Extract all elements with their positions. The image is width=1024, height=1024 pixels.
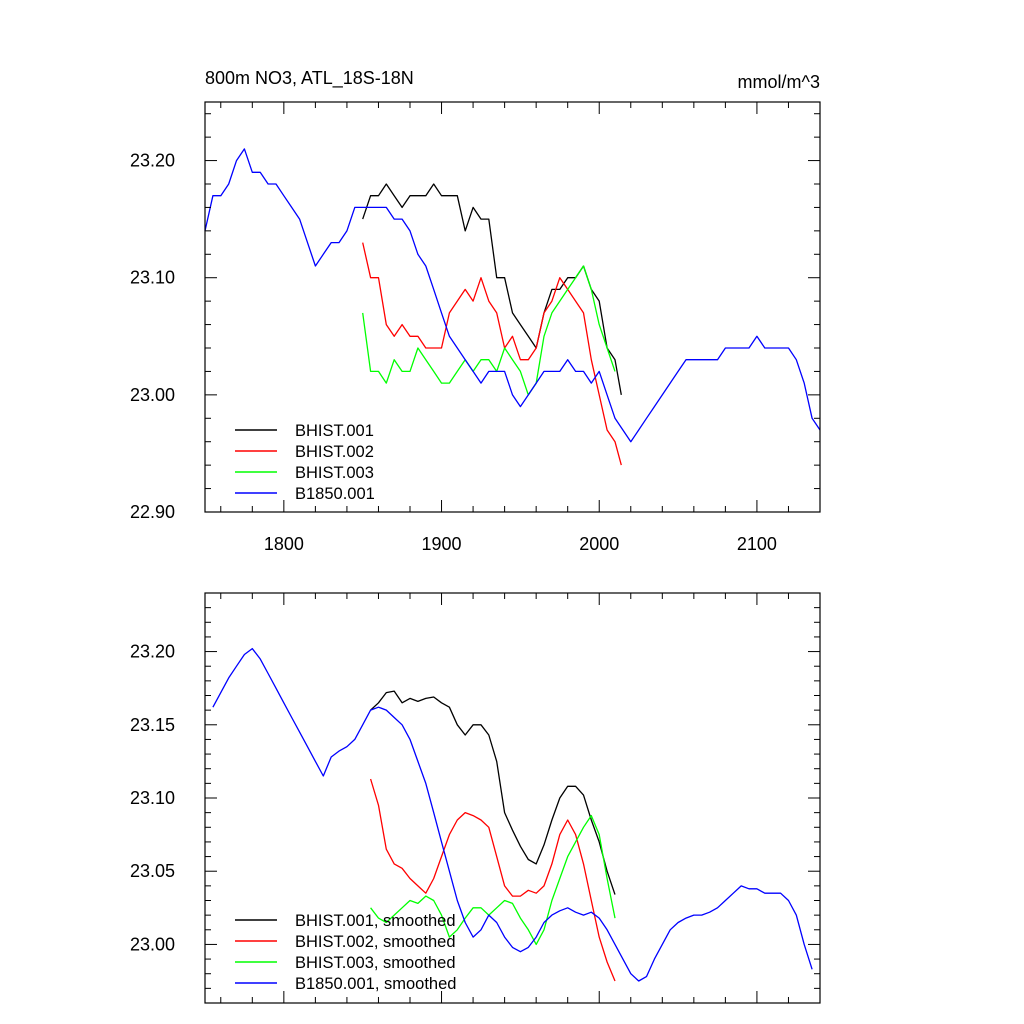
series-line — [362, 183, 622, 396]
legend-label: BHIST.003, smoothed — [295, 954, 456, 972]
y-tick-label: 23.20 — [130, 151, 175, 171]
legend-label: BHIST.001, smoothed — [295, 912, 456, 930]
axes: 1800 1900 2000 2100 22.90 23.00 23.10 23.20 — [130, 102, 821, 554]
y-tick-label: 23.15 — [130, 715, 175, 735]
legend-label: B1850.001 — [295, 485, 375, 503]
plot-frame — [204, 101, 821, 513]
x-tick-label: 1900 — [422, 534, 462, 554]
legend-label: BHIST.001 — [295, 422, 374, 440]
bottom-panel: 23.00 23.05 23.10 23.15 23.20 BHIST.001, smo… — [130, 592, 821, 1004]
y-tick-label: 23.10 — [130, 268, 175, 288]
series-group — [204, 148, 821, 466]
series-line — [362, 242, 622, 466]
y-tick-label: 23.00 — [130, 385, 175, 405]
series-group — [212, 647, 813, 982]
legend-label: BHIST.002, smoothed — [295, 933, 456, 951]
series-line — [362, 265, 616, 396]
legend: BHIST.001, smoothed BHIST.002, smoothed BH… — [235, 912, 456, 993]
y-tick-label: 22.90 — [130, 502, 175, 522]
x-tick-label: 2100 — [737, 534, 777, 554]
y-tick-label: 23.20 — [130, 642, 175, 662]
series-line — [369, 778, 616, 982]
legend-label: B1850.001, smoothed — [295, 975, 456, 993]
legend-label: BHIST.002 — [295, 443, 374, 461]
y-tick-label: 23.10 — [130, 788, 175, 808]
x-tick-label: 2000 — [579, 534, 619, 554]
legend-label: BHIST.003 — [295, 464, 374, 482]
series-line — [212, 647, 813, 982]
axes: 23.00 23.05 23.10 23.15 23.20 — [130, 592, 821, 1004]
series-line — [204, 148, 821, 443]
y-tick-label: 23.05 — [130, 861, 175, 881]
x-tick-label: 1800 — [264, 534, 304, 554]
units-label: mmol/m^3 — [738, 72, 820, 92]
legend: BHIST.001 BHIST.002 BHIST.003 B1850.001 — [235, 422, 375, 503]
series-line — [370, 814, 616, 946]
series-line — [370, 690, 616, 895]
chart-title: 800m NO3, ATL_18S-18N — [205, 68, 414, 89]
plot-frame — [204, 592, 821, 1004]
y-tick-label: 23.00 — [130, 934, 175, 954]
top-panel: 800m NO3, ATL_18S-18N mmol/m^3 1800 1900 2… — [130, 68, 821, 554]
